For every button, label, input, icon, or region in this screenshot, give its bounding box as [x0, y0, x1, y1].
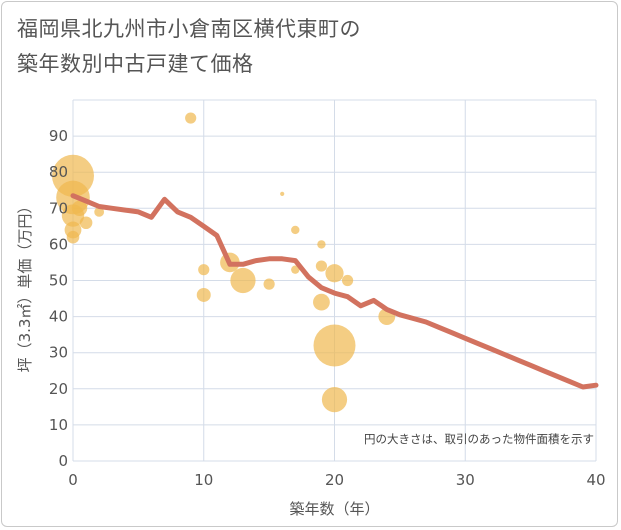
data-bubble: [79, 216, 93, 230]
data-bubble: [94, 207, 105, 217]
x-tick-label: 20: [325, 471, 344, 489]
data-bubble: [325, 264, 344, 283]
y-tick-label: 30: [49, 344, 68, 362]
data-bubble: [321, 387, 348, 413]
y-tick-label: 80: [49, 163, 68, 181]
y-tick-label: 20: [49, 380, 68, 398]
average-price-line: [70, 193, 599, 390]
data-bubble: [198, 264, 210, 276]
y-tick-label: 10: [49, 416, 68, 434]
data-bubble: [71, 200, 88, 216]
data-bubble: [66, 230, 80, 244]
y-tick-label: 40: [49, 308, 68, 326]
x-tick-label: 10: [194, 471, 213, 489]
data-bubble: [280, 191, 285, 196]
data-bubble: [196, 287, 211, 302]
y-axis-label: 坪（3.3㎡）単価（万円）: [16, 199, 34, 373]
data-bubble: [230, 267, 256, 294]
data-bubble: [263, 278, 275, 290]
x-tick-label: 30: [456, 471, 475, 489]
data-bubble: [313, 324, 356, 367]
bubble-size-note: 円の大きさは、取引のあった物件面積を示す: [364, 432, 594, 446]
x-axis-label: 築年数（年）: [289, 500, 379, 518]
data-bubble: [315, 260, 328, 272]
y-tick-label: 90: [49, 127, 68, 145]
y-tick-label: 60: [49, 235, 68, 253]
x-tick-labels: 0 10 20 30 40: [68, 471, 605, 489]
x-tick-label: 0: [68, 471, 78, 489]
data-bubble: [313, 293, 330, 311]
bubble-layer: [52, 112, 396, 413]
x-tick-label: 40: [586, 471, 605, 489]
y-tick-label: 50: [49, 272, 68, 290]
data-bubble: [185, 112, 197, 124]
y-tick-labels: 0 10 20 30 40 50 60 70 80 90: [49, 127, 68, 470]
data-bubble: [317, 240, 326, 249]
y-tick-label: 0: [58, 452, 68, 470]
chart-title: 福岡県北九州市小倉南区横代東町の 築年数別中古戸建て価格: [17, 17, 361, 76]
y-tick-label: 70: [49, 199, 68, 217]
data-bubble: [291, 265, 300, 274]
data-bubble: [291, 225, 300, 235]
data-bubble: [341, 274, 354, 287]
